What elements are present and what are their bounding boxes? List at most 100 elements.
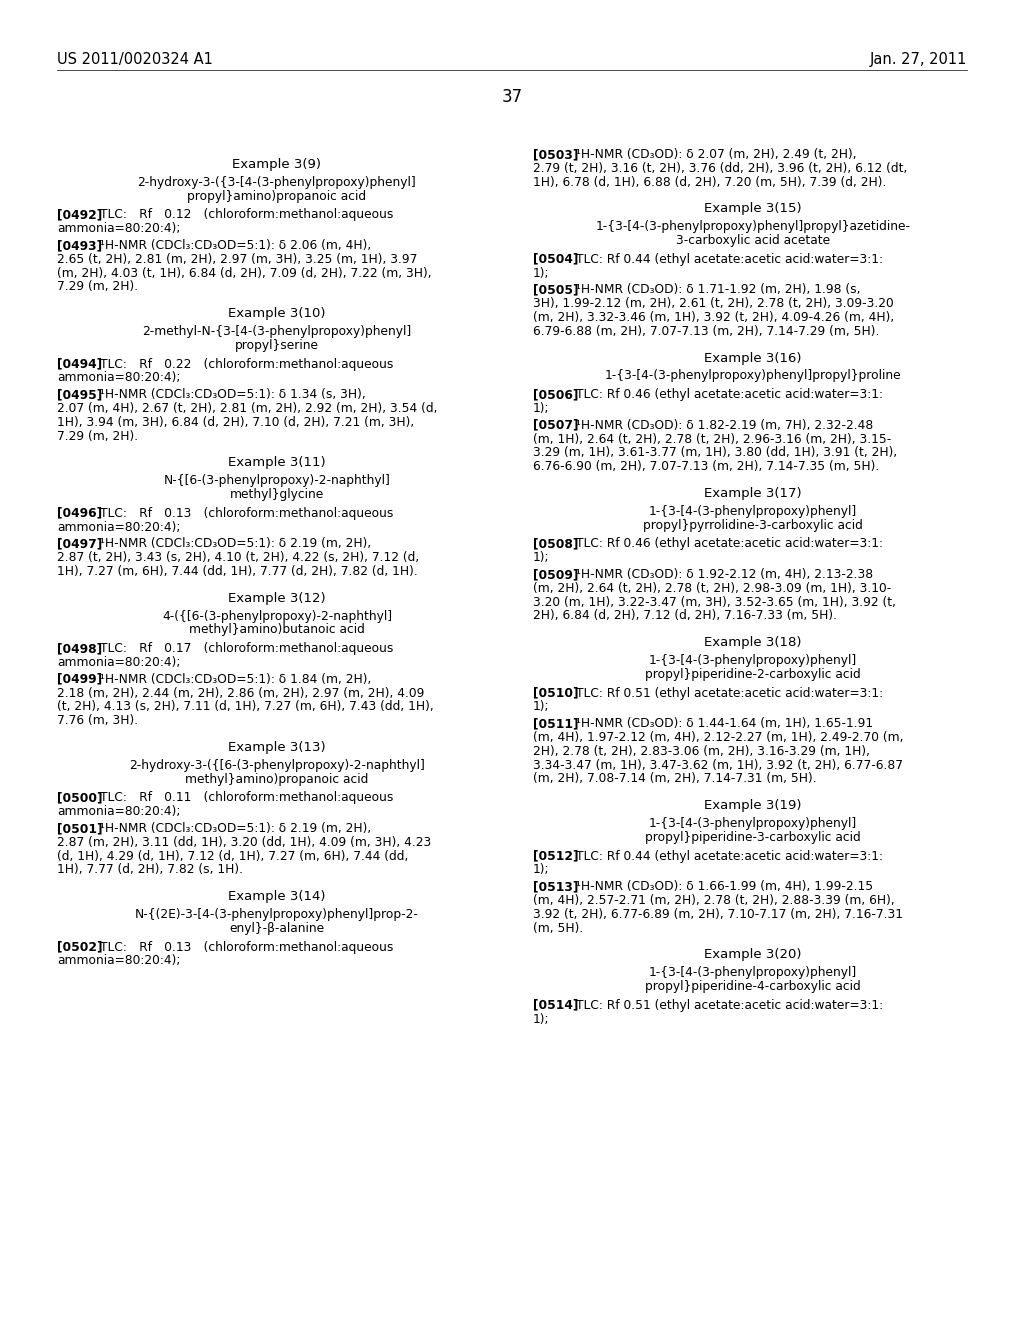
Text: (m, 5H).: (m, 5H).	[534, 921, 584, 935]
Text: 1H), 3.94 (m, 3H), 6.84 (d, 2H), 7.10 (d, 2H), 7.21 (m, 3H),: 1H), 3.94 (m, 3H), 6.84 (d, 2H), 7.10 (d…	[57, 416, 415, 429]
Text: methyl}amino)butanoic acid: methyl}amino)butanoic acid	[189, 623, 365, 636]
Text: 2.18 (m, 2H), 2.44 (m, 2H), 2.86 (m, 2H), 2.97 (m, 2H), 4.09: 2.18 (m, 2H), 2.44 (m, 2H), 2.86 (m, 2H)…	[57, 686, 424, 700]
Text: 3-carboxylic acid acetate: 3-carboxylic acid acetate	[676, 234, 830, 247]
Text: ammonia=80:20:4);: ammonia=80:20:4);	[57, 656, 180, 669]
Text: TLC: Rf 0.13 (chloroform:methanol:aqueous: TLC: Rf 0.13 (chloroform:methanol:aqueou…	[100, 507, 393, 520]
Text: TLC: Rf 0.12 (chloroform:methanol:aqueous: TLC: Rf 0.12 (chloroform:methanol:aqueou…	[100, 209, 393, 222]
Text: 6.76-6.90 (m, 2H), 7.07-7.13 (m, 2H), 7.14-7.35 (m, 5H).: 6.76-6.90 (m, 2H), 7.07-7.13 (m, 2H), 7.…	[534, 461, 880, 473]
Text: [0504]: [0504]	[534, 253, 579, 265]
Text: [0513]: [0513]	[534, 880, 579, 894]
Text: TLC: Rf 0.51 (ethyl acetate:acetic acid:water=3:1:: TLC: Rf 0.51 (ethyl acetate:acetic acid:…	[577, 999, 884, 1012]
Text: 7.29 (m, 2H).: 7.29 (m, 2H).	[57, 429, 138, 442]
Text: [0511]: [0511]	[534, 717, 579, 730]
Text: 2H), 6.84 (d, 2H), 7.12 (d, 2H), 7.16-7.33 (m, 5H).: 2H), 6.84 (d, 2H), 7.12 (d, 2H), 7.16-7.…	[534, 610, 837, 623]
Text: 1);: 1);	[534, 267, 550, 280]
Text: propyl}piperidine-2-carboxylic acid: propyl}piperidine-2-carboxylic acid	[645, 668, 861, 681]
Text: TLC: Rf 0.44 (ethyl acetate:acetic acid:water=3:1:: TLC: Rf 0.44 (ethyl acetate:acetic acid:…	[577, 253, 883, 265]
Text: ¹H-NMR (CDCl₃:CD₃OD=5:1): δ 2.19 (m, 2H),: ¹H-NMR (CDCl₃:CD₃OD=5:1): δ 2.19 (m, 2H)…	[100, 537, 372, 550]
Text: propyl}serine: propyl}serine	[234, 339, 319, 352]
Text: (m, 2H), 2.64 (t, 2H), 2.78 (t, 2H), 2.98-3.09 (m, 1H), 3.10-: (m, 2H), 2.64 (t, 2H), 2.78 (t, 2H), 2.9…	[534, 582, 891, 595]
Text: propyl}piperidine-4-carboxylic acid: propyl}piperidine-4-carboxylic acid	[645, 979, 861, 993]
Text: 4-({[6-(3-phenylpropoxy)-2-naphthyl]: 4-({[6-(3-phenylpropoxy)-2-naphthyl]	[162, 610, 392, 623]
Text: (m, 4H), 1.97-2.12 (m, 4H), 2.12-2.27 (m, 1H), 2.49-2.70 (m,: (m, 4H), 1.97-2.12 (m, 4H), 2.12-2.27 (m…	[534, 731, 903, 744]
Text: Example 3(12): Example 3(12)	[228, 591, 326, 605]
Text: Example 3(10): Example 3(10)	[228, 308, 326, 321]
Text: ¹H-NMR (CD₃OD): δ 1.44-1.64 (m, 1H), 1.65-1.91: ¹H-NMR (CD₃OD): δ 1.44-1.64 (m, 1H), 1.6…	[577, 717, 873, 730]
Text: 2.79 (t, 2H), 3.16 (t, 2H), 3.76 (dd, 2H), 3.96 (t, 2H), 6.12 (dt,: 2.79 (t, 2H), 3.16 (t, 2H), 3.76 (dd, 2H…	[534, 162, 907, 174]
Text: TLC: Rf 0.11 (chloroform:methanol:aqueous: TLC: Rf 0.11 (chloroform:methanol:aqueou…	[100, 792, 393, 804]
Text: TLC: Rf 0.51 (ethyl acetate:acetic acid:water=3:1:: TLC: Rf 0.51 (ethyl acetate:acetic acid:…	[577, 686, 884, 700]
Text: ammonia=80:20:4);: ammonia=80:20:4);	[57, 371, 180, 384]
Text: 6.79-6.88 (m, 2H), 7.07-7.13 (m, 2H), 7.14-7.29 (m, 5H).: 6.79-6.88 (m, 2H), 7.07-7.13 (m, 2H), 7.…	[534, 325, 880, 338]
Text: ¹H-NMR (CDCl₃:CD₃OD=5:1): δ 1.34 (s, 3H),: ¹H-NMR (CDCl₃:CD₃OD=5:1): δ 1.34 (s, 3H)…	[100, 388, 366, 401]
Text: 1-{3-[4-(3-phenylpropoxy)phenyl]: 1-{3-[4-(3-phenylpropoxy)phenyl]	[649, 817, 857, 830]
Text: 1);: 1);	[534, 701, 550, 713]
Text: ammonia=80:20:4);: ammonia=80:20:4);	[57, 954, 180, 968]
Text: [0500]: [0500]	[57, 792, 102, 804]
Text: 1);: 1);	[534, 552, 550, 564]
Text: N-{[6-(3-phenylpropoxy)-2-naphthyl]: N-{[6-(3-phenylpropoxy)-2-naphthyl]	[164, 474, 390, 487]
Text: 1);: 1);	[534, 403, 550, 414]
Text: [0496]: [0496]	[57, 507, 102, 520]
Text: TLC: Rf 0.13 (chloroform:methanol:aqueous: TLC: Rf 0.13 (chloroform:methanol:aqueou…	[100, 941, 393, 953]
Text: ¹H-NMR (CD₃OD): δ 1.66-1.99 (m, 4H), 1.99-2.15: ¹H-NMR (CD₃OD): δ 1.66-1.99 (m, 4H), 1.9…	[577, 880, 873, 894]
Text: propyl}amino)propanoic acid: propyl}amino)propanoic acid	[187, 190, 367, 202]
Text: [0512]: [0512]	[534, 850, 579, 862]
Text: 1);: 1);	[534, 863, 550, 876]
Text: TLC: Rf 0.44 (ethyl acetate:acetic acid:water=3:1:: TLC: Rf 0.44 (ethyl acetate:acetic acid:…	[577, 850, 883, 862]
Text: 2H), 2.78 (t, 2H), 2.83-3.06 (m, 2H), 3.16-3.29 (m, 1H),: 2H), 2.78 (t, 2H), 2.83-3.06 (m, 2H), 3.…	[534, 744, 870, 758]
Text: 2.65 (t, 2H), 2.81 (m, 2H), 2.97 (m, 3H), 3.25 (m, 1H), 3.97: 2.65 (t, 2H), 2.81 (m, 2H), 2.97 (m, 3H)…	[57, 253, 418, 265]
Text: Example 3(15): Example 3(15)	[705, 202, 802, 215]
Text: Example 3(17): Example 3(17)	[705, 487, 802, 500]
Text: 7.29 (m, 2H).: 7.29 (m, 2H).	[57, 280, 138, 293]
Text: Example 3(11): Example 3(11)	[228, 457, 326, 470]
Text: (t, 2H), 4.13 (s, 2H), 7.11 (d, 1H), 7.27 (m, 6H), 7.43 (dd, 1H),: (t, 2H), 4.13 (s, 2H), 7.11 (d, 1H), 7.2…	[57, 701, 434, 713]
Text: 2.07 (m, 4H), 2.67 (t, 2H), 2.81 (m, 2H), 2.92 (m, 2H), 3.54 (d,: 2.07 (m, 4H), 2.67 (t, 2H), 2.81 (m, 2H)…	[57, 403, 437, 414]
Text: TLC: Rf 0.17 (chloroform:methanol:aqueous: TLC: Rf 0.17 (chloroform:methanol:aqueou…	[100, 643, 393, 655]
Text: ¹H-NMR (CD₃OD): δ 2.07 (m, 2H), 2.49 (t, 2H),: ¹H-NMR (CD₃OD): δ 2.07 (m, 2H), 2.49 (t,…	[577, 148, 857, 161]
Text: 1H), 7.27 (m, 6H), 7.44 (dd, 1H), 7.77 (d, 2H), 7.82 (d, 1H).: 1H), 7.27 (m, 6H), 7.44 (dd, 1H), 7.77 (…	[57, 565, 418, 578]
Text: [0510]: [0510]	[534, 686, 579, 700]
Text: (m, 2H), 4.03 (t, 1H), 6.84 (d, 2H), 7.09 (d, 2H), 7.22 (m, 3H),: (m, 2H), 4.03 (t, 1H), 6.84 (d, 2H), 7.0…	[57, 267, 432, 280]
Text: ¹H-NMR (CD₃OD): δ 1.92-2.12 (m, 4H), 2.13-2.38: ¹H-NMR (CD₃OD): δ 1.92-2.12 (m, 4H), 2.1…	[577, 568, 873, 581]
Text: 2-hydroxy-3-({3-[4-(3-phenylpropoxy)phenyl]: 2-hydroxy-3-({3-[4-(3-phenylpropoxy)phen…	[137, 176, 417, 189]
Text: Example 3(16): Example 3(16)	[705, 351, 802, 364]
Text: ammonia=80:20:4);: ammonia=80:20:4);	[57, 222, 180, 235]
Text: 1-{3-[4-(3-phenylpropoxy)phenyl]propyl}proline: 1-{3-[4-(3-phenylpropoxy)phenyl]propyl}p…	[605, 370, 901, 383]
Text: 2-methyl-N-{3-[4-(3-phenylpropoxy)phenyl]: 2-methyl-N-{3-[4-(3-phenylpropoxy)phenyl…	[142, 325, 412, 338]
Text: 1-{3-[4-(3-phenylpropoxy)phenyl]: 1-{3-[4-(3-phenylpropoxy)phenyl]	[649, 966, 857, 979]
Text: ¹H-NMR (CD₃OD): δ 1.82-2.19 (m, 7H), 2.32-2.48: ¹H-NMR (CD₃OD): δ 1.82-2.19 (m, 7H), 2.3…	[577, 418, 873, 432]
Text: Example 3(13): Example 3(13)	[228, 741, 326, 754]
Text: Example 3(9): Example 3(9)	[232, 158, 322, 172]
Text: [0498]: [0498]	[57, 643, 102, 655]
Text: 7.76 (m, 3H).: 7.76 (m, 3H).	[57, 714, 138, 727]
Text: TLC: Rf 0.46 (ethyl acetate:acetic acid:water=3:1:: TLC: Rf 0.46 (ethyl acetate:acetic acid:…	[577, 537, 883, 550]
Text: [0499]: [0499]	[57, 673, 102, 686]
Text: 3.29 (m, 1H), 3.61-3.77 (m, 1H), 3.80 (dd, 1H), 3.91 (t, 2H),: 3.29 (m, 1H), 3.61-3.77 (m, 1H), 3.80 (d…	[534, 446, 897, 459]
Text: [0503]: [0503]	[534, 148, 579, 161]
Text: Example 3(19): Example 3(19)	[705, 799, 802, 812]
Text: 1);: 1);	[534, 1012, 550, 1026]
Text: ¹H-NMR (CDCl₃:CD₃OD=5:1): δ 1.84 (m, 2H),: ¹H-NMR (CDCl₃:CD₃OD=5:1): δ 1.84 (m, 2H)…	[100, 673, 372, 686]
Text: 2-hydroxy-3-({[6-(3-phenylpropoxy)-2-naphthyl]: 2-hydroxy-3-({[6-(3-phenylpropoxy)-2-nap…	[129, 759, 425, 772]
Text: Example 3(14): Example 3(14)	[228, 890, 326, 903]
Text: [0506]: [0506]	[534, 388, 579, 401]
Text: [0508]: [0508]	[534, 537, 579, 550]
Text: [0502]: [0502]	[57, 941, 102, 953]
Text: N-{(2E)-3-[4-(3-phenylpropoxy)phenyl]prop-2-: N-{(2E)-3-[4-(3-phenylpropoxy)phenyl]pro…	[135, 908, 419, 921]
Text: [0507]: [0507]	[534, 418, 579, 432]
Text: enyl}-β-alanine: enyl}-β-alanine	[229, 921, 325, 935]
Text: ammonia=80:20:4);: ammonia=80:20:4);	[57, 805, 180, 818]
Text: Example 3(20): Example 3(20)	[705, 948, 802, 961]
Text: [0495]: [0495]	[57, 388, 102, 401]
Text: propyl}pyrrolidine-3-carboxylic acid: propyl}pyrrolidine-3-carboxylic acid	[643, 519, 863, 532]
Text: (m, 2H), 7.08-7.14 (m, 2H), 7.14-7.31 (m, 5H).: (m, 2H), 7.08-7.14 (m, 2H), 7.14-7.31 (m…	[534, 772, 816, 785]
Text: 3.34-3.47 (m, 1H), 3.47-3.62 (m, 1H), 3.92 (t, 2H), 6.77-6.87: 3.34-3.47 (m, 1H), 3.47-3.62 (m, 1H), 3.…	[534, 759, 903, 772]
Text: methyl}glycine: methyl}glycine	[229, 488, 325, 502]
Text: [0497]: [0497]	[57, 537, 102, 550]
Text: 1H), 7.77 (d, 2H), 7.82 (s, 1H).: 1H), 7.77 (d, 2H), 7.82 (s, 1H).	[57, 863, 243, 876]
Text: 3.20 (m, 1H), 3.22-3.47 (m, 3H), 3.52-3.65 (m, 1H), 3.92 (t,: 3.20 (m, 1H), 3.22-3.47 (m, 3H), 3.52-3.…	[534, 595, 896, 609]
Text: 1H), 6.78 (d, 1H), 6.88 (d, 2H), 7.20 (m, 5H), 7.39 (d, 2H).: 1H), 6.78 (d, 1H), 6.88 (d, 2H), 7.20 (m…	[534, 176, 887, 189]
Text: ammonia=80:20:4);: ammonia=80:20:4);	[57, 520, 180, 533]
Text: [0501]: [0501]	[57, 822, 102, 836]
